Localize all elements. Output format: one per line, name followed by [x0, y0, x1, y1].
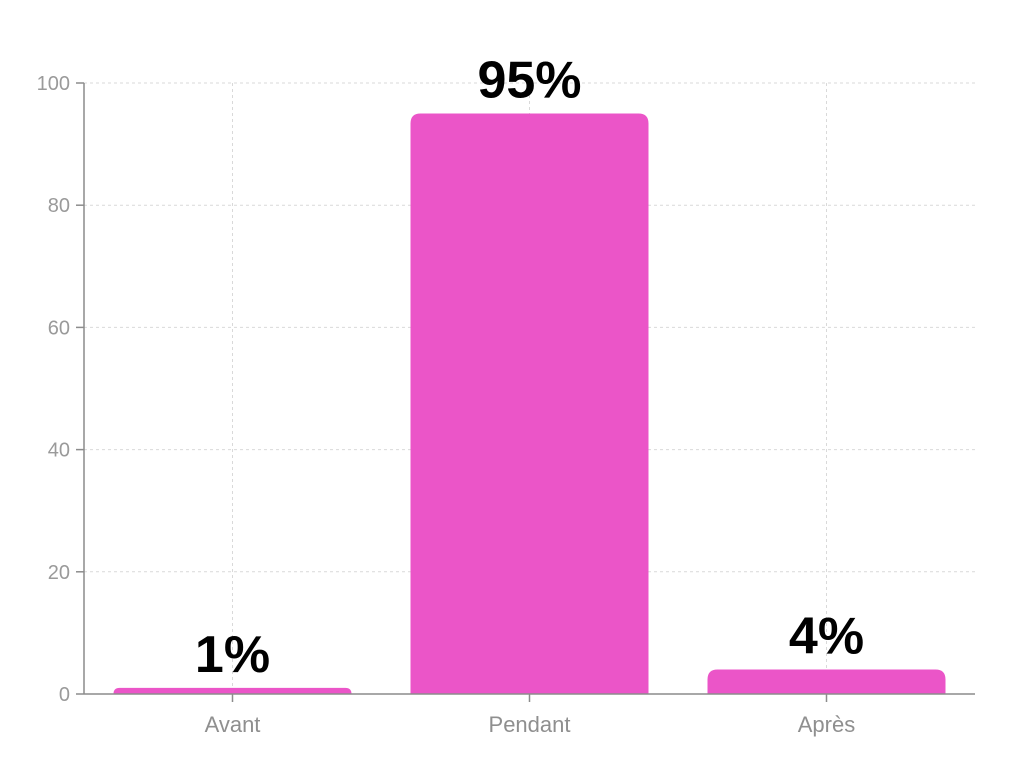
y-tick-label: 0 — [59, 684, 70, 706]
data-label: 1% — [195, 626, 270, 684]
bar-pendant — [410, 113, 649, 695]
x-tick-label: Après — [798, 712, 855, 737]
data-label: 95% — [477, 52, 581, 110]
x-tick-label: Pendant — [489, 712, 571, 737]
y-tick-label: 40 — [48, 440, 70, 462]
data-label: 4% — [789, 608, 864, 666]
bars — [113, 113, 946, 695]
y-tick-label: 20 — [48, 562, 70, 584]
bar-après — [707, 669, 946, 694]
y-tick-label: 80 — [48, 195, 70, 217]
y-tick-label: 100 — [37, 73, 70, 95]
bar-avant — [113, 687, 352, 694]
axes: 0 20 40 60 80 100 Avant Pendant Après — [37, 73, 975, 737]
labels: 1% 95% 4% — [195, 52, 864, 684]
x-tick-label: Avant — [205, 712, 261, 737]
y-tick-label: 60 — [48, 317, 70, 339]
